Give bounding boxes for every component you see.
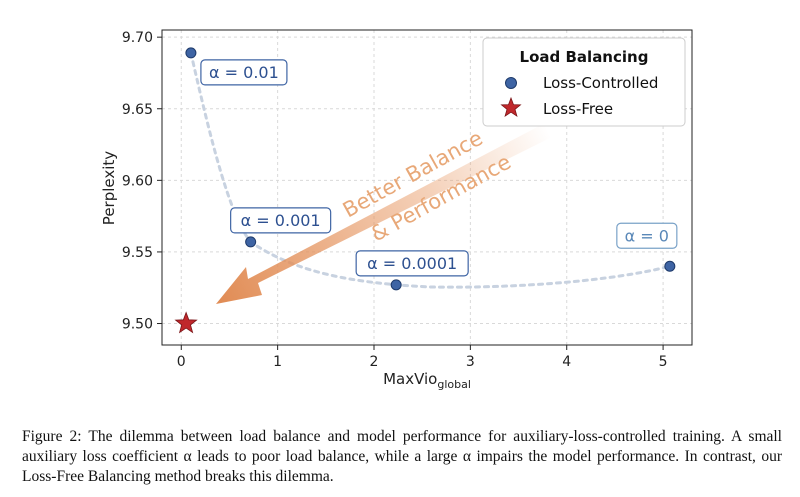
- y-axis-label: Perplexity: [100, 151, 118, 225]
- x-tick-label: 3: [466, 354, 475, 370]
- legend: Load Balancing Loss-Controlled Loss-Free: [482, 37, 686, 127]
- y-tick-label: 9.70: [122, 30, 153, 46]
- data-points: [174, 47, 676, 334]
- loss-free-point: [174, 311, 198, 334]
- loss-controlled-point: [185, 47, 197, 59]
- y-tick-label: 9.60: [122, 173, 153, 189]
- y-tick-label: 9.55: [122, 245, 153, 261]
- plot-frame: [161, 29, 693, 346]
- point-label: α = 0.001: [241, 211, 321, 230]
- legend-label-loss-free: Loss-Free: [543, 100, 613, 118]
- y-tick-label: 9.50: [122, 317, 153, 333]
- scatter-chart: 0 1 2 3 4 5 9.50 9.55 9.60 9.65 9.70 Perplexity M…: [100, 29, 693, 391]
- loss-controlled-point: [245, 236, 257, 248]
- legend-marker-loss-controlled: [505, 77, 517, 89]
- point-label-box: [616, 222, 678, 249]
- x-tick-label: 4: [562, 354, 571, 370]
- legend-box: [482, 37, 686, 127]
- y-tick-label: 9.65: [122, 102, 153, 118]
- trend-curve: [189, 51, 672, 289]
- point-label: α = 0.01: [209, 63, 279, 82]
- point-label-box: [200, 59, 288, 86]
- legend-marker-loss-free: [500, 96, 522, 118]
- figure-caption: Figure 2: The dilemma between load balan…: [22, 428, 782, 485]
- legend-label-loss-controlled: Loss-Controlled: [543, 74, 658, 92]
- point-labels: α = 0.01 α = 0.001 α = 0.0001 α = 0: [200, 59, 678, 277]
- x-tick-label: 5: [659, 354, 668, 370]
- loss-controlled-point: [390, 279, 402, 291]
- x-axis: 0 1 2 3 4 5: [177, 345, 668, 370]
- x-axis-label: MaxVioglobal: [383, 370, 471, 391]
- x-tick-label: 1: [273, 354, 282, 370]
- point-label: α = 0: [625, 226, 669, 245]
- x-tick-label: 2: [370, 354, 379, 370]
- point-label-box: [230, 207, 332, 234]
- x-tick-label: 0: [177, 354, 186, 370]
- point-label-box: [355, 250, 469, 277]
- x-axis-label-main: MaxVio: [383, 370, 437, 388]
- y-axis: 9.50 9.55 9.60 9.65 9.70: [122, 30, 162, 333]
- point-label: α = 0.0001: [367, 254, 457, 273]
- x-axis-label-sub: global: [437, 378, 471, 391]
- loss-controlled-point: [664, 260, 676, 272]
- legend-title: Load Balancing: [520, 48, 649, 66]
- arrow-shape: [216, 123, 552, 304]
